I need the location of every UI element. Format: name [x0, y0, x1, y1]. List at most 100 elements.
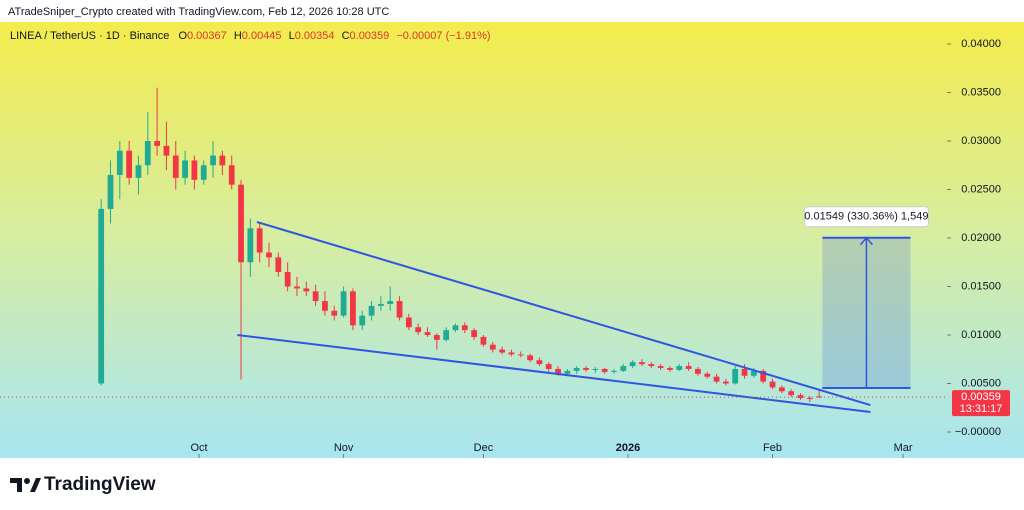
- candle-body: [433, 335, 440, 340]
- candle-body: [191, 160, 198, 180]
- y-tick-label: −0.00000: [955, 426, 1001, 438]
- candle-body: [312, 291, 319, 302]
- candle-body: [340, 291, 347, 316]
- candle-body: [368, 305, 375, 316]
- candle-body: [778, 387, 785, 392]
- candle-body: [657, 366, 664, 368]
- candle-body: [480, 336, 487, 345]
- candle-body: [387, 301, 394, 304]
- trendline: [237, 334, 871, 414]
- candle-body: [499, 349, 505, 353]
- candle-body: [228, 165, 235, 185]
- candle-body: [461, 325, 468, 331]
- y-tick-label: 0.04000: [961, 38, 1001, 50]
- candle-body: [704, 373, 711, 377]
- x-tick-label: Nov: [334, 442, 354, 454]
- y-tick-label: 0.01000: [961, 329, 1001, 341]
- candle-body: [396, 301, 403, 318]
- x-tick-label: 2026: [616, 442, 640, 454]
- candle-body: [322, 301, 328, 311]
- candle-body: [424, 332, 431, 336]
- candle-body: [564, 370, 571, 374]
- legend-value: 0.00354: [295, 30, 335, 42]
- brand: TradingView: [44, 474, 156, 495]
- candle-body: [741, 368, 748, 376]
- y-tick-label: 0.01500: [961, 280, 1001, 292]
- y-tick-label: 0.02000: [961, 232, 1001, 244]
- candle-body: [722, 381, 729, 384]
- y-tick-label: 0.03000: [961, 135, 1001, 147]
- candle-body: [816, 396, 823, 398]
- candle-body: [769, 381, 776, 388]
- candle-body: [98, 208, 105, 384]
- projection-label-box: [803, 206, 929, 228]
- candle-body: [648, 364, 655, 367]
- legend-value: 0.00445: [242, 30, 282, 42]
- x-tick-label: Mar: [894, 442, 913, 454]
- candle-body: [471, 330, 478, 337]
- candle-body: [378, 303, 384, 306]
- candle-body: [238, 184, 244, 263]
- candle-body: [555, 368, 561, 374]
- legend-value: 0.00359: [350, 30, 390, 42]
- candle-body: [695, 368, 701, 374]
- candle-body: [452, 325, 459, 331]
- symbol: LINEA / TetherUS · 1D · Binance: [10, 30, 169, 42]
- arrow-head: [859, 236, 874, 246]
- y-tick-label: 0.03500: [961, 86, 1001, 98]
- candle-body: [732, 368, 739, 384]
- candle-body: [573, 367, 580, 371]
- candle-body: [788, 391, 795, 396]
- candle-body: [284, 271, 291, 287]
- candle-body: [601, 368, 608, 372]
- legend-label: L: [289, 30, 295, 42]
- countdown-label: 13:31:17: [960, 403, 1003, 415]
- candle-body: [256, 228, 263, 253]
- candle-body: [629, 362, 636, 367]
- logo-mark: [10, 478, 22, 492]
- candle-body: [200, 165, 207, 180]
- candle-body: [144, 141, 151, 166]
- candle-body: [154, 141, 161, 146]
- candle-body: [303, 288, 310, 292]
- y-tick-label: 0.02500: [961, 183, 1001, 195]
- candle-body: [182, 160, 188, 178]
- candle-body: [219, 155, 226, 166]
- candle-body: [331, 310, 338, 316]
- candle-body: [583, 367, 589, 370]
- trendline: [256, 221, 871, 406]
- candle-body: [266, 252, 272, 258]
- candle-body: [508, 352, 515, 355]
- candle-body: [489, 344, 496, 350]
- candle-body: [611, 370, 617, 372]
- candle-body: [639, 362, 645, 365]
- candle-body: [275, 257, 282, 272]
- legend: LINEA / TetherUS · 1D · Binance O0.00367…: [10, 30, 491, 42]
- candle-body: [350, 291, 356, 326]
- last-price-label: 0.00359: [961, 391, 1001, 403]
- candle-body: [247, 228, 254, 263]
- candle-body: [620, 366, 627, 371]
- legend-label: O: [178, 30, 187, 42]
- candle-body: [797, 395, 804, 399]
- projection-label: 0.01549 (330.36%) 1,549: [804, 211, 928, 223]
- logo-mark: [24, 478, 30, 484]
- candle-body: [405, 317, 412, 328]
- candle-body: [713, 376, 720, 382]
- candle-body: [592, 368, 599, 370]
- legend-label: C: [342, 30, 350, 42]
- legend-change: −0.00007 (−1.91%): [396, 30, 490, 42]
- candle-body: [107, 174, 114, 209]
- candle-body: [135, 165, 142, 178]
- candle-body: [750, 370, 757, 376]
- logo: TradingView: [10, 474, 156, 495]
- candle-body: [359, 315, 366, 326]
- logo-mark: [30, 478, 41, 492]
- plot-background: [0, 22, 1024, 458]
- y-tick-label: 0.00500: [961, 377, 1001, 389]
- candle-body: [676, 366, 683, 370]
- candle-body: [126, 150, 133, 178]
- candle-body: [806, 398, 813, 400]
- last-price-box: [952, 390, 1010, 417]
